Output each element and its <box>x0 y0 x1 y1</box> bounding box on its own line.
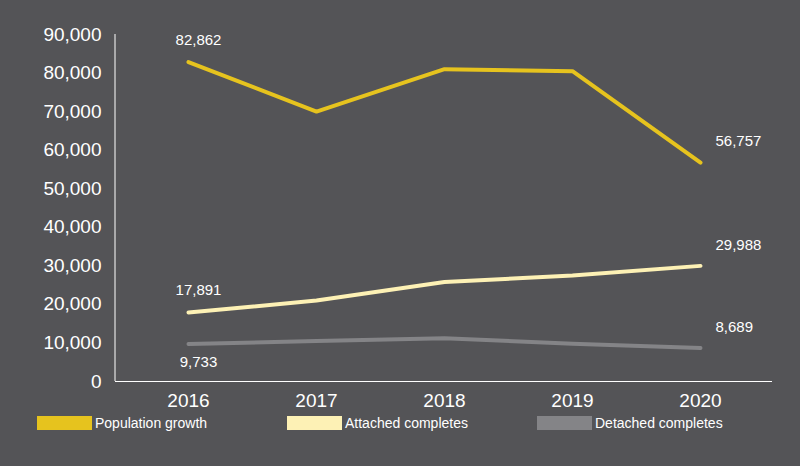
svg-text:9,733: 9,733 <box>180 353 218 370</box>
svg-text:20,000: 20,000 <box>43 293 101 314</box>
svg-text:0: 0 <box>91 371 102 392</box>
svg-text:80,000: 80,000 <box>43 62 101 83</box>
svg-text:30,000: 30,000 <box>43 255 101 276</box>
svg-text:8,689: 8,689 <box>716 318 754 335</box>
svg-text:70,000: 70,000 <box>43 101 101 122</box>
svg-text:2016: 2016 <box>167 390 209 411</box>
svg-text:60,000: 60,000 <box>43 139 101 160</box>
svg-text:56,757: 56,757 <box>716 132 762 149</box>
svg-text:2019: 2019 <box>551 390 593 411</box>
svg-text:50,000: 50,000 <box>43 178 101 199</box>
svg-text:2018: 2018 <box>423 390 465 411</box>
svg-text:40,000: 40,000 <box>43 216 101 237</box>
html-text:Population growth: Population growth <box>95 415 208 431</box>
svg-text:2020: 2020 <box>679 390 721 411</box>
svg-text:90,000: 90,000 <box>43 24 101 45</box>
html-text:Attached completes: Attached completes <box>345 415 468 431</box>
svg-text:17,891: 17,891 <box>176 281 222 298</box>
svg-text:10,000: 10,000 <box>43 332 101 353</box>
html-text:Detached completes: Detached completes <box>595 415 723 431</box>
svg-text:82,862: 82,862 <box>176 31 222 48</box>
svg-text:29,988: 29,988 <box>716 236 762 253</box>
svg-text:2017: 2017 <box>295 390 337 411</box>
